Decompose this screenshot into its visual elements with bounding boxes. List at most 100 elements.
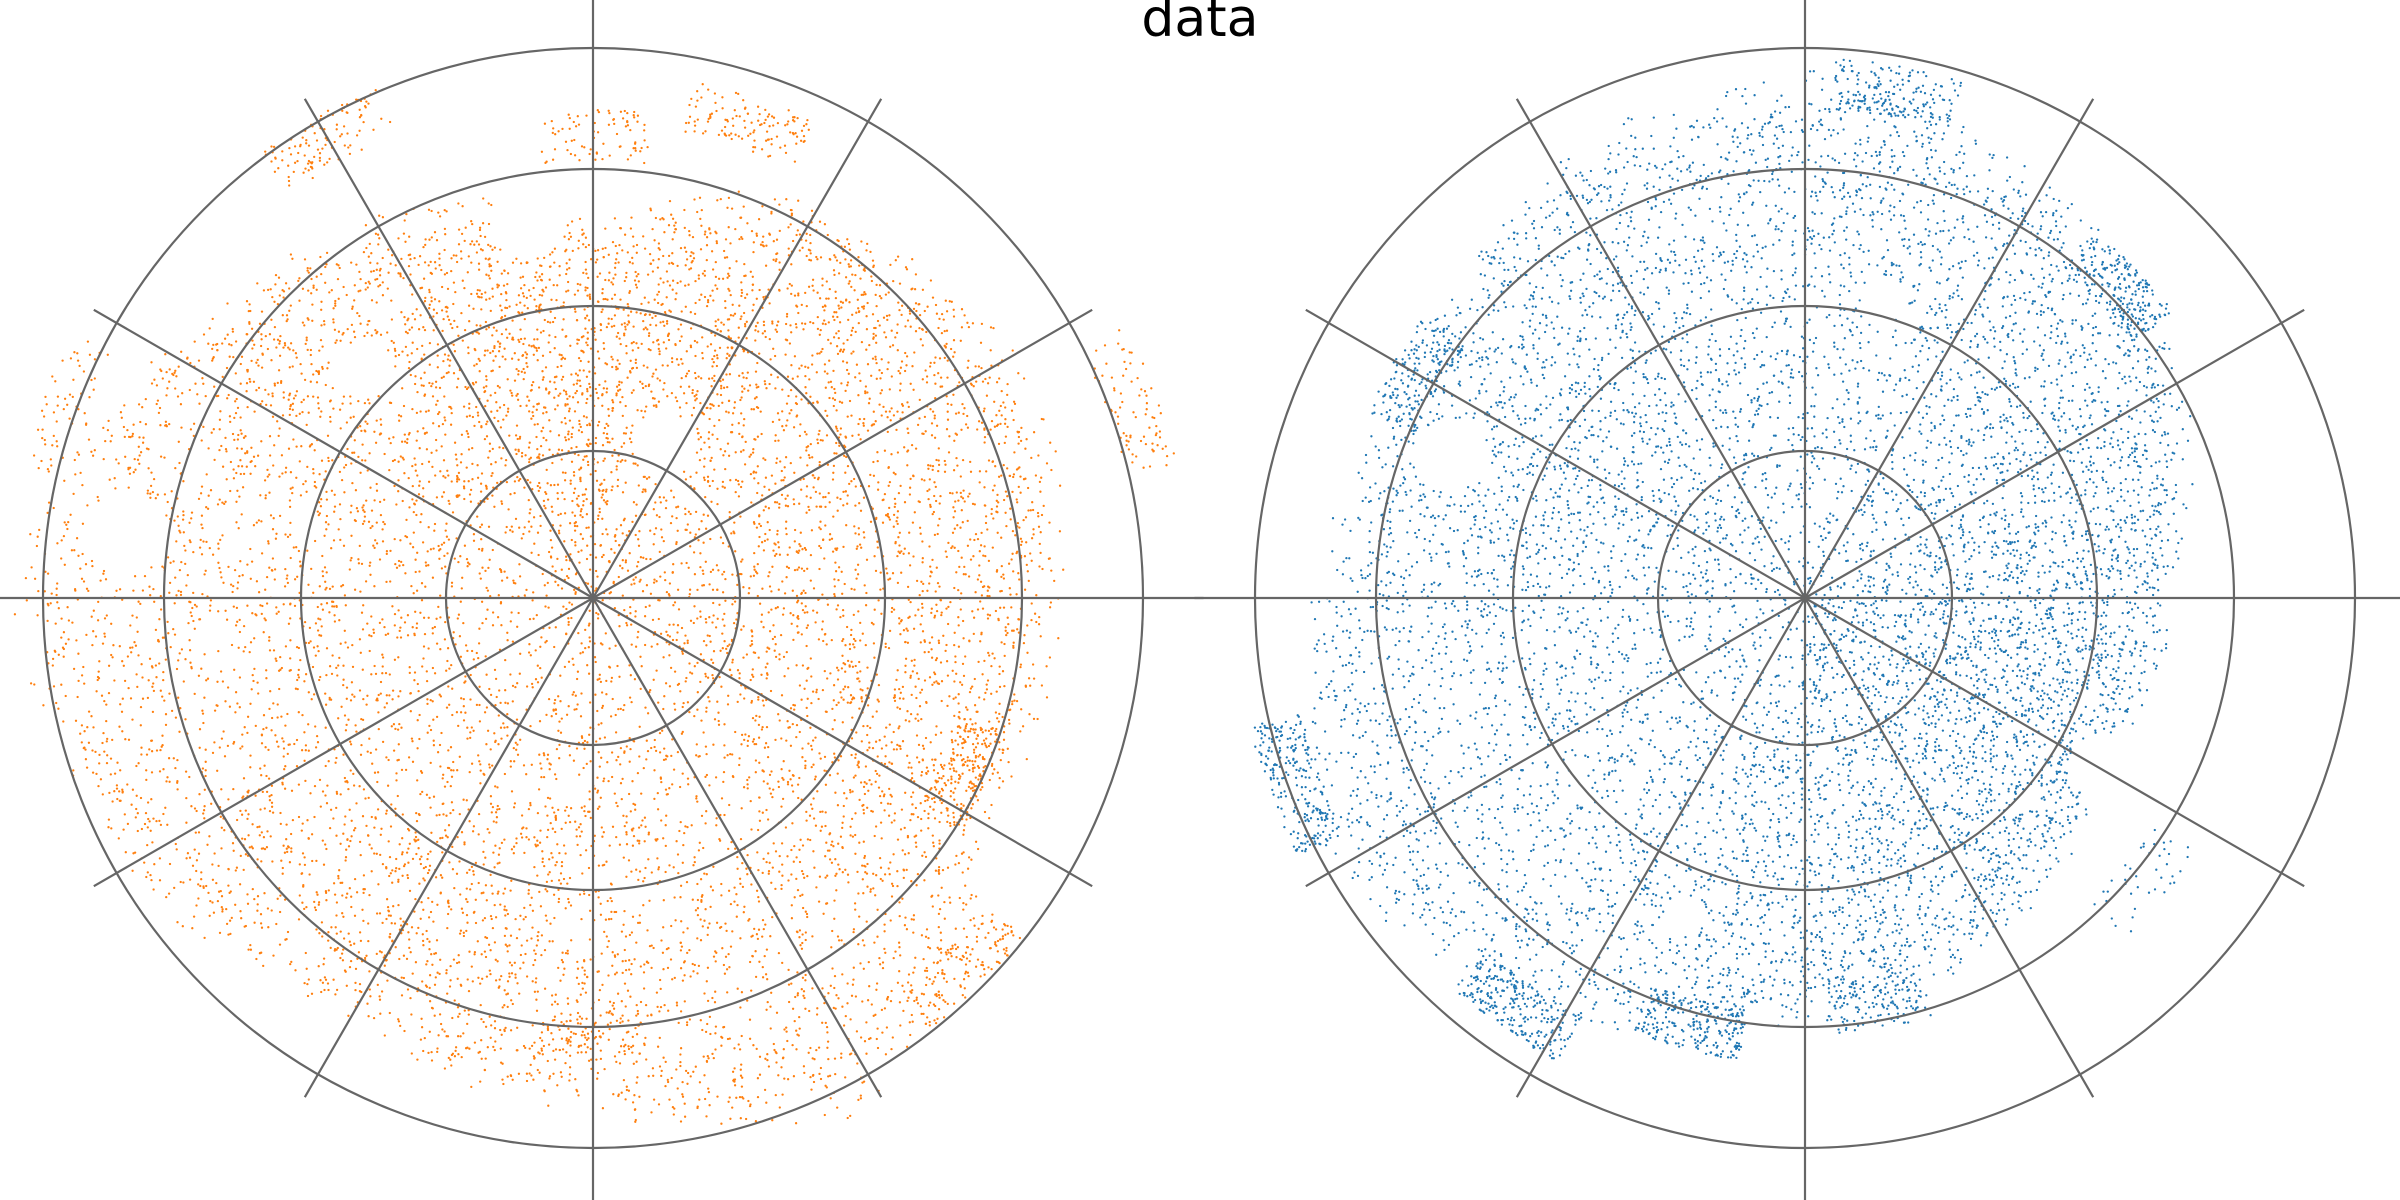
data-point [455, 254, 458, 257]
data-point [398, 843, 401, 846]
data-point [858, 417, 861, 421]
data-point [711, 1052, 714, 1056]
data-point [666, 634, 669, 637]
data-point [282, 346, 285, 349]
data-point [657, 701, 660, 704]
data-point [811, 284, 814, 287]
data-point [304, 779, 307, 783]
data-point [166, 620, 169, 624]
data-point [666, 364, 669, 367]
data-point [812, 1080, 816, 1084]
data-point [974, 895, 978, 898]
data-point [668, 1098, 671, 1101]
data-point [121, 788, 124, 791]
data-point [422, 616, 426, 619]
data-point [514, 434, 518, 437]
data-point [237, 433, 240, 437]
data-point [468, 868, 471, 872]
data-point [783, 476, 786, 479]
data-point [946, 410, 949, 413]
data-point [445, 669, 448, 672]
data-point [987, 559, 991, 563]
data-point [232, 584, 235, 588]
data-point [512, 579, 515, 582]
data-point [920, 770, 924, 774]
data-point [730, 207, 734, 210]
data-point [445, 706, 449, 709]
data-point [572, 383, 575, 386]
data-point [828, 533, 832, 536]
data-point [998, 672, 1001, 676]
data-point [946, 704, 949, 708]
data-point [842, 804, 845, 808]
data-point [297, 711, 300, 714]
data-point [854, 664, 857, 668]
data-point [343, 823, 346, 826]
data-point [812, 763, 815, 766]
data-point [332, 539, 336, 542]
data-point [731, 303, 734, 306]
data-point [427, 564, 430, 567]
data-point [106, 428, 110, 432]
data-point [781, 797, 785, 801]
data-point [402, 954, 406, 957]
data-point [466, 1022, 469, 1026]
data-point [708, 446, 711, 449]
data-point [624, 404, 627, 408]
data-point [696, 210, 699, 214]
data-point [404, 768, 408, 772]
data-point [635, 275, 638, 278]
data-point [445, 522, 448, 525]
data-point [464, 680, 467, 683]
data-point [785, 424, 788, 427]
data-point [376, 330, 379, 334]
data-point [275, 612, 278, 615]
data-point [159, 823, 163, 827]
data-point [584, 991, 588, 994]
data-point [916, 815, 920, 819]
data-point [704, 560, 707, 563]
data-point [758, 1055, 762, 1058]
data-point [419, 611, 422, 614]
data-point [643, 963, 646, 966]
data-point [496, 481, 499, 485]
data-point [835, 872, 838, 875]
data-point [804, 386, 807, 389]
data-point [350, 504, 353, 507]
data-point [589, 442, 592, 446]
data-point [921, 561, 924, 564]
data-point [861, 864, 864, 867]
data-point [413, 457, 416, 460]
data-point [857, 892, 860, 895]
data-point [284, 765, 287, 768]
data-point [610, 548, 613, 551]
data-point [289, 832, 293, 836]
data-point [339, 956, 342, 960]
data-point [400, 768, 404, 772]
data-point [913, 658, 916, 662]
data-point [570, 373, 573, 376]
data-point [472, 658, 475, 661]
data-point [228, 919, 232, 922]
data-point [927, 650, 930, 654]
data-point [428, 948, 431, 951]
data-point [747, 592, 750, 595]
data-point [909, 712, 913, 716]
data-point [516, 625, 519, 628]
data-point [801, 246, 804, 249]
data-point [861, 632, 864, 635]
data-point [388, 694, 391, 697]
data-point [288, 348, 291, 351]
data-point [1002, 606, 1006, 609]
data-point [831, 929, 834, 933]
data-point [407, 756, 411, 759]
data-point [310, 362, 313, 366]
data-point [798, 233, 802, 236]
data-point [553, 247, 557, 250]
data-point [815, 255, 818, 259]
data-point [51, 664, 54, 667]
data-point [358, 270, 361, 274]
data-point [949, 824, 952, 828]
data-point [762, 320, 766, 323]
data-point [307, 583, 310, 586]
